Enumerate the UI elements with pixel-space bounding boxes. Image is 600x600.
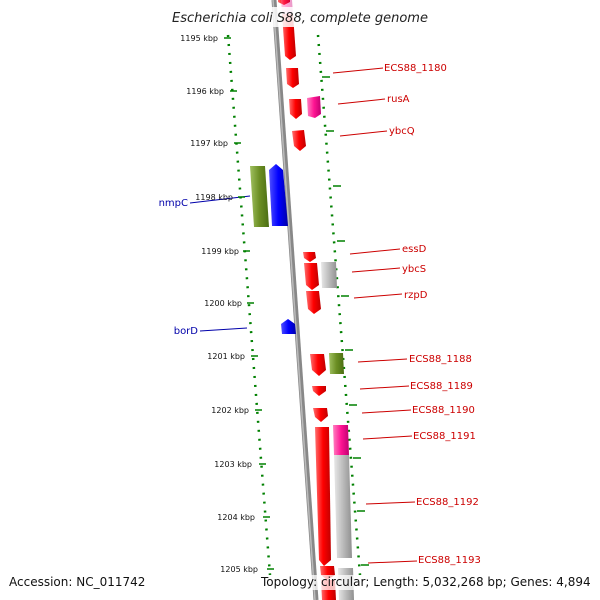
- gene-label[interactable]: ybcQ: [389, 126, 415, 137]
- gene-ecs88-1181: [289, 99, 302, 119]
- gene-label[interactable]: ECS88_1188: [409, 354, 472, 365]
- leader-essd: [349, 248, 401, 255]
- label-leaders: [189, 67, 418, 564]
- gene-ecs88-1188-olive: [329, 353, 344, 374]
- gene-ybcs-gray: [321, 262, 337, 288]
- kbp-tick-label: 1201 kbp: [207, 352, 245, 361]
- gene-ybcq: [292, 130, 306, 151]
- leader-rzpd: [353, 293, 403, 299]
- kbp-tick-label: 1205 kbp: [220, 565, 258, 574]
- gene-nmpc: [269, 164, 288, 226]
- map-title: Escherichia coli S88, complete genome: [172, 11, 428, 26]
- gene-labels: ECS88_1180 rusA ybcQ essD ybcS rzpD ECS8…: [159, 63, 481, 566]
- kbp-tick-label: 1199 kbp: [201, 247, 239, 256]
- gene-ecs88-1189: [312, 386, 326, 396]
- leader-ecs88-1192: [365, 501, 416, 505]
- kbp-tick-label: 1195 kbp: [180, 34, 218, 43]
- gene-label[interactable]: rzpD: [404, 290, 428, 301]
- gene-ecs88-1191-pink: [333, 425, 349, 455]
- gene-label[interactable]: nmpC: [159, 198, 188, 209]
- gene-rzpd: [306, 291, 321, 314]
- kbp-tick-labels: 1195 kbp 1196 kbp 1197 kbp 1198 kbp 1199…: [180, 34, 369, 574]
- gene-label[interactable]: ECS88_1180: [384, 63, 447, 74]
- genes-layer: [250, 0, 354, 600]
- leader-ecs88-1189: [359, 385, 410, 390]
- kbp-tick-label: 1198 kbp: [195, 193, 233, 202]
- gene-rusa: [307, 96, 321, 118]
- gene-label[interactable]: rusA: [387, 94, 410, 105]
- gene-label[interactable]: ECS88_1189: [410, 381, 473, 392]
- genome-backbone: [271, 0, 319, 600]
- accession-text: Accession: NC_011742: [9, 575, 145, 589]
- leader-ybcq: [339, 130, 388, 137]
- gene-essd: [303, 252, 316, 262]
- kbp-tick-label: 1204 kbp: [217, 513, 255, 522]
- leader-bord: [199, 327, 248, 332]
- gene-label[interactable]: ybcS: [402, 264, 426, 275]
- kbp-tick-label: 1196 kbp: [186, 87, 224, 96]
- topology-text: Topology: circular; Length: 5,032,268 bp…: [260, 575, 591, 589]
- kbp-tick-label: 1202 kbp: [211, 406, 249, 415]
- kbp-tick-label: 1200 kbp: [204, 299, 242, 308]
- gene-label[interactable]: ECS88_1191: [413, 431, 476, 442]
- gene-label[interactable]: ECS88_1193: [418, 555, 481, 566]
- gene-ecs88-1180: [286, 68, 299, 88]
- gene-ybcs: [304, 263, 319, 290]
- leader-ecs88-1191: [362, 435, 413, 440]
- leader-ecs88-1190: [361, 409, 412, 414]
- right-tick-track: [316, 34, 362, 576]
- gene-label[interactable]: ECS88_1192: [416, 497, 479, 508]
- gene-ecs88-1190: [313, 408, 328, 422]
- gene-label[interactable]: essD: [402, 244, 427, 255]
- left-tick-track: [226, 34, 272, 576]
- gene-ecs88-1188: [310, 354, 326, 376]
- gene-bord: [281, 319, 296, 334]
- gene-nmpc-olive: [250, 166, 269, 227]
- topology-backdrop: [260, 575, 596, 590]
- leader-ybcs: [351, 267, 401, 273]
- gene-label[interactable]: ECS88_1190: [412, 405, 475, 416]
- leader-ecs88-1180: [332, 67, 384, 74]
- leader-rusa: [337, 98, 386, 105]
- gene-label[interactable]: borD: [174, 326, 199, 337]
- genome-backbone-highlight: [272, 0, 316, 600]
- kbp-tick-label: 1197 kbp: [190, 139, 228, 148]
- gene-ecs88-1192-gray: [334, 455, 352, 558]
- title-backdrop: [165, 7, 435, 27]
- gene-ecs88-1191: [315, 427, 331, 566]
- leader-ecs88-1188: [357, 358, 408, 363]
- kbp-tick-label: 1203 kbp: [214, 460, 252, 469]
- leader-ecs88-1193: [367, 560, 418, 564]
